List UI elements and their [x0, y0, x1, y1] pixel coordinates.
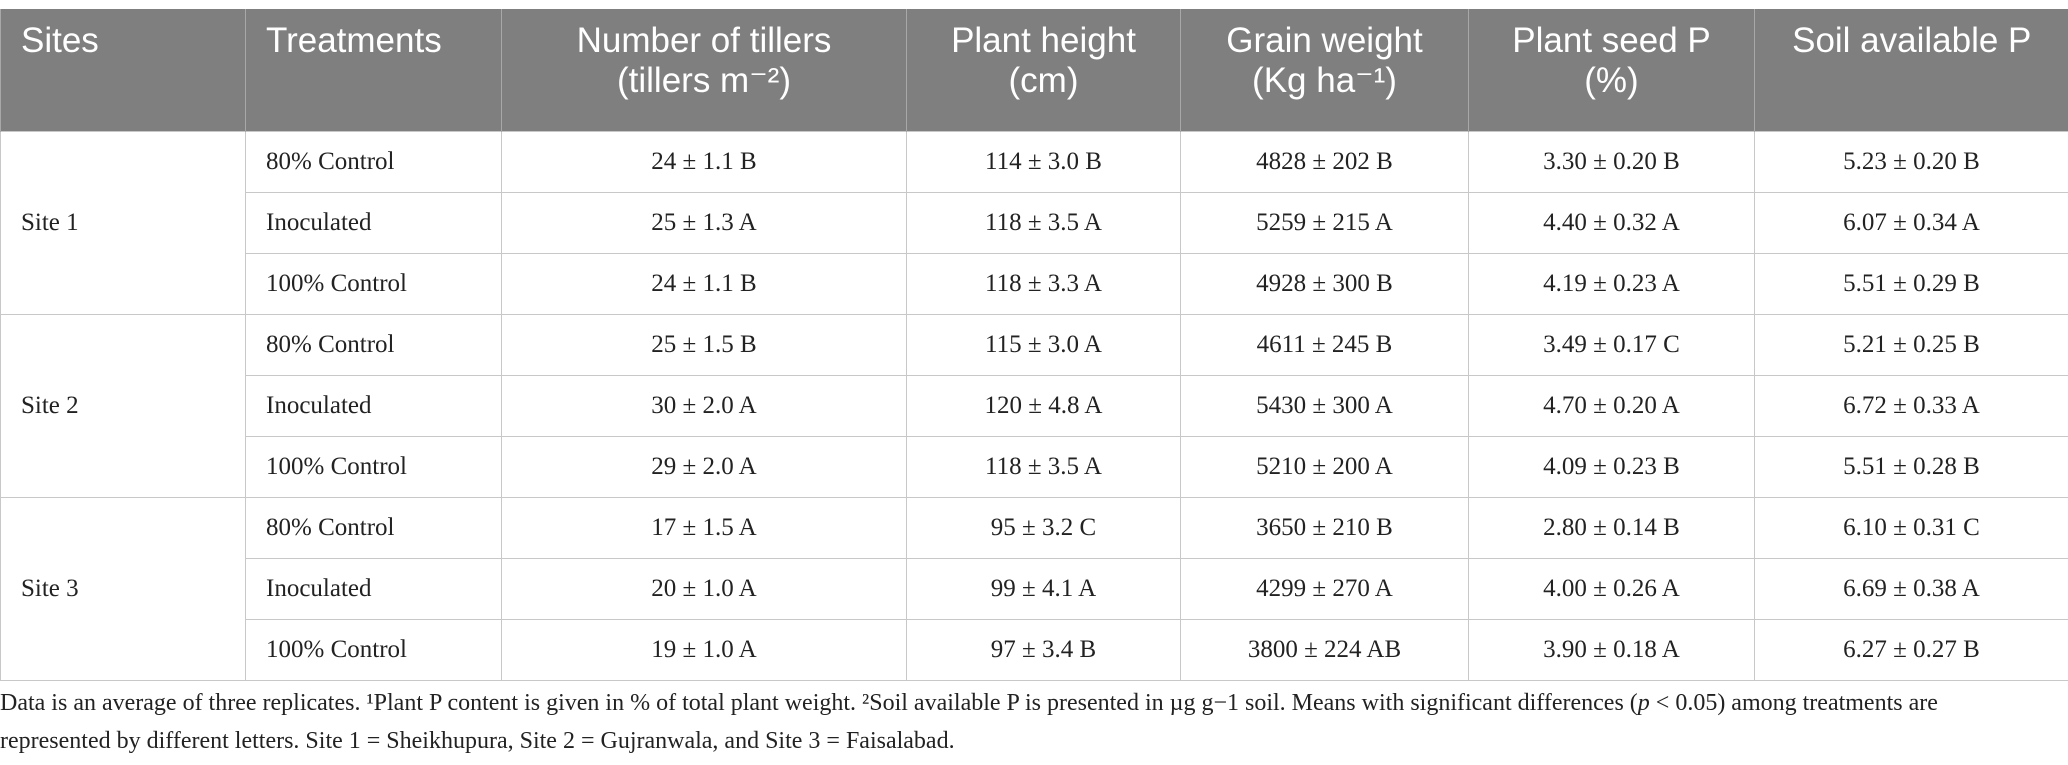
- header-text: (Kg ha⁻¹): [1252, 61, 1397, 100]
- value-cell: 4.19 ± 0.23 A: [1468, 253, 1755, 315]
- site-cell: Site 1: [0, 131, 246, 315]
- value-cell: 4928 ± 300 B: [1180, 253, 1469, 315]
- value-cell: 6.07 ± 0.34 A: [1754, 192, 2068, 254]
- value-cell: 97 ± 3.4 B: [906, 619, 1181, 681]
- value-cell: 19 ± 1.0 A: [501, 619, 907, 681]
- data-table: Sites Treatments Number of tillers (tillers…: [0, 9, 2068, 681]
- treatment-cell: 100% Control: [245, 253, 502, 315]
- table-row: Inoculated 30 ± 2.0 A 120 ± 4.8 A 5430 ± 30…: [1, 375, 2068, 437]
- header-text: Treatments: [266, 21, 442, 60]
- treatment-cell: 100% Control: [245, 619, 502, 681]
- value-cell: 6.10 ± 0.31 C: [1754, 497, 2068, 559]
- header-cell: Sites: [0, 9, 246, 132]
- treatment-cell: 100% Control: [245, 436, 502, 498]
- value-cell: 114 ± 3.0 B: [906, 131, 1181, 193]
- footnote-text: Data is an average of three replicates. …: [0, 690, 1638, 716]
- header-text: Plant height: [951, 21, 1136, 60]
- value-cell: 4.00 ± 0.26 A: [1468, 558, 1755, 620]
- value-cell: 5210 ± 200 A: [1180, 436, 1469, 498]
- table-row: Site 3 80% Control 17 ± 1.5 A 95 ± 3.2 C 365…: [0, 497, 2068, 681]
- value-cell: 5.51 ± 0.28 B: [1754, 436, 2068, 498]
- value-cell: 20 ± 1.0 A: [501, 558, 907, 620]
- table-row: Inoculated 25 ± 1.3 A 118 ± 3.5 A 5259 ± 21…: [1, 192, 2068, 254]
- value-cell: 5430 ± 300 A: [1180, 375, 1469, 437]
- value-cell: 5.23 ± 0.20 B: [1754, 131, 2068, 193]
- value-cell: 2.80 ± 0.14 B: [1468, 497, 1755, 559]
- header-cell: Plant height (cm): [906, 9, 1181, 132]
- value-cell: 4.09 ± 0.23 B: [1468, 436, 1755, 498]
- value-cell: 4299 ± 270 A: [1180, 558, 1469, 620]
- value-cell: 6.72 ± 0.33 A: [1754, 375, 2068, 437]
- value-cell: 3800 ± 224 AB: [1180, 619, 1469, 681]
- footnote: Data is an average of three replicates. …: [0, 684, 2000, 760]
- value-cell: 17 ± 1.5 A: [501, 497, 907, 559]
- header-text: (tillers m⁻²): [617, 61, 791, 100]
- value-cell: 29 ± 2.0 A: [501, 436, 907, 498]
- header-text: Plant seed P: [1512, 21, 1711, 60]
- header-text: (%): [1584, 61, 1639, 100]
- footnote-text: p: [1637, 690, 1650, 716]
- treatment-cell: 80% Control: [245, 497, 502, 559]
- table-row: Site 2 80% Control 25 ± 1.5 B 115 ± 3.0 A 46…: [0, 314, 2068, 498]
- value-cell: 25 ± 1.5 B: [501, 314, 907, 376]
- value-cell: 4.40 ± 0.32 A: [1468, 192, 1755, 254]
- value-cell: 3.49 ± 0.17 C: [1468, 314, 1755, 376]
- header-text: Number of tillers: [576, 21, 832, 60]
- value-cell: 5259 ± 215 A: [1180, 192, 1469, 254]
- value-cell: 99 ± 4.1 A: [906, 558, 1181, 620]
- value-cell: 95 ± 3.2 C: [906, 497, 1181, 559]
- site-cell: Site 2: [0, 314, 246, 498]
- header-text: (cm): [1008, 61, 1079, 100]
- treatment-cell: 80% Control: [245, 131, 502, 193]
- treatment-cell: Inoculated: [245, 192, 502, 254]
- value-cell: 3650 ± 210 B: [1180, 497, 1469, 559]
- header-text: Grain weight: [1226, 21, 1423, 60]
- table-row: 100% Control 24 ± 1.1 B 118 ± 3.3 A 4928 ± …: [1, 253, 2068, 315]
- value-cell: 5.21 ± 0.25 B: [1754, 314, 2068, 376]
- value-cell: 30 ± 2.0 A: [501, 375, 907, 437]
- table-row: 100% Control 19 ± 1.0 A 97 ± 3.4 B 3800 ± 2…: [1, 619, 2068, 681]
- header-cell: Treatments: [245, 9, 502, 132]
- header-row: Sites Treatments Number of tillers (tillers…: [0, 9, 2068, 132]
- header-cell: Plant seed P (%): [1468, 9, 1755, 132]
- header-cell: Number of tillers (tillers m⁻²): [501, 9, 907, 132]
- value-cell: 120 ± 4.8 A: [906, 375, 1181, 437]
- value-cell: 3.30 ± 0.20 B: [1468, 131, 1755, 193]
- treatment-cell: Inoculated: [245, 375, 502, 437]
- value-cell: 5.51 ± 0.29 B: [1754, 253, 2068, 315]
- header-cell: Soil available P: [1754, 9, 2068, 132]
- table-body: Site 1 80% Control 24 ± 1.1 B 114 ± 3.0 B 48…: [0, 131, 2068, 681]
- site-cell: Site 3: [0, 497, 246, 681]
- value-cell: 118 ± 3.5 A: [906, 436, 1181, 498]
- value-cell: 118 ± 3.5 A: [906, 192, 1181, 254]
- table-row: Inoculated 20 ± 1.0 A 99 ± 4.1 A 4299 ± 270…: [1, 558, 2068, 620]
- header-cell: Grain weight (Kg ha⁻¹): [1180, 9, 1469, 132]
- value-cell: 4828 ± 202 B: [1180, 131, 1469, 193]
- header-text: Sites: [21, 21, 99, 60]
- header-text: Soil available P: [1792, 21, 2032, 60]
- treatment-cell: 80% Control: [245, 314, 502, 376]
- value-cell: 24 ± 1.1 B: [501, 253, 907, 315]
- value-cell: 4.70 ± 0.20 A: [1468, 375, 1755, 437]
- table-row: Site 1 80% Control 24 ± 1.1 B 114 ± 3.0 B 48…: [0, 131, 2068, 315]
- value-cell: 3.90 ± 0.18 A: [1468, 619, 1755, 681]
- footnote-text: < 0.05) among treatments are represented…: [0, 690, 1938, 754]
- value-cell: 4611 ± 245 B: [1180, 314, 1469, 376]
- treatment-cell: Inoculated: [245, 558, 502, 620]
- table-row: 100% Control 29 ± 2.0 A 118 ± 3.5 A 5210 ± …: [1, 436, 2068, 498]
- value-cell: 115 ± 3.0 A: [906, 314, 1181, 376]
- value-cell: 6.69 ± 0.38 A: [1754, 558, 2068, 620]
- value-cell: 6.27 ± 0.27 B: [1754, 619, 2068, 681]
- value-cell: 25 ± 1.3 A: [501, 192, 907, 254]
- value-cell: 24 ± 1.1 B: [501, 131, 907, 193]
- value-cell: 118 ± 3.3 A: [906, 253, 1181, 315]
